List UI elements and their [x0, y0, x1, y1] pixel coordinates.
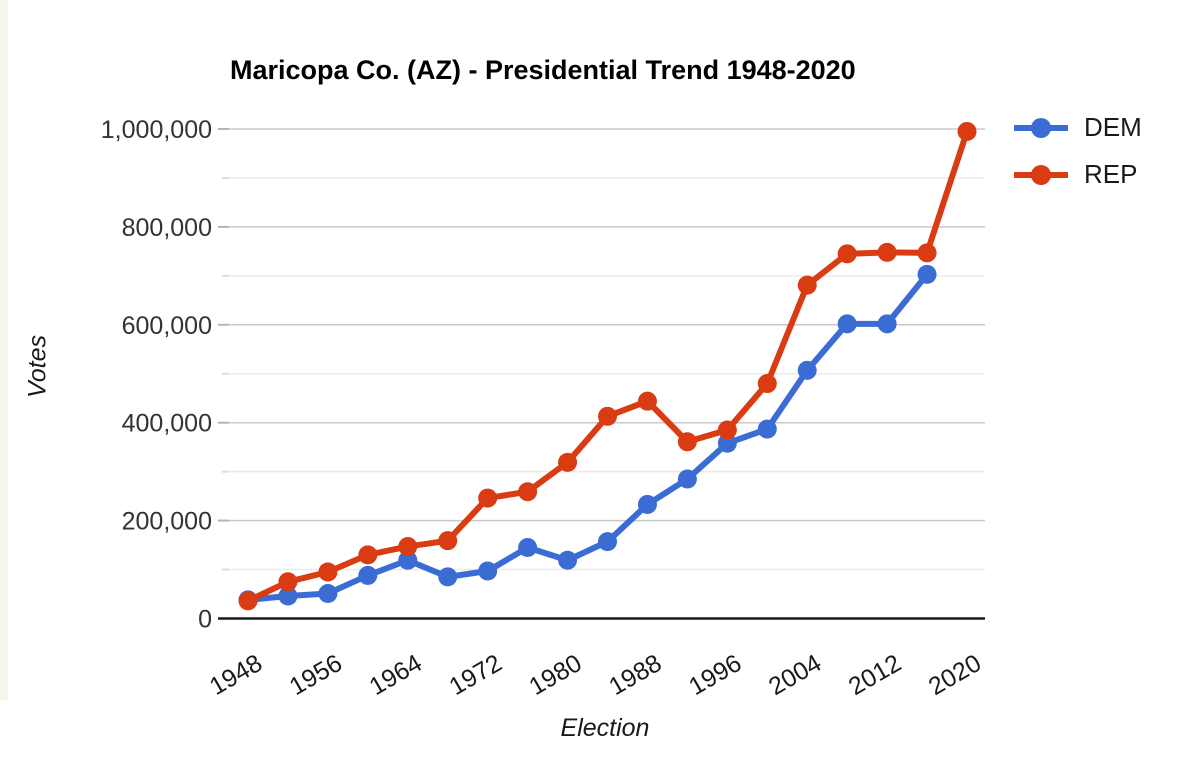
- rep-point: [438, 531, 458, 551]
- rep-point: [558, 452, 578, 472]
- chart-title: Maricopa Co. (AZ) - Presidential Trend 1…: [230, 55, 856, 85]
- dem-point: [558, 550, 578, 570]
- rep-line: [245, 128, 970, 604]
- y-axis-title: Votes: [23, 335, 52, 399]
- rep-point: [518, 482, 538, 502]
- y-tick-label: 400,000: [122, 410, 212, 438]
- dem-line-swatch: [1014, 117, 1068, 138]
- rep-point: [238, 591, 258, 611]
- x-tick-label: 2004: [764, 649, 826, 701]
- rep-line-swatch: [1014, 164, 1068, 185]
- rep-point: [318, 562, 338, 582]
- y-tick-label: 0: [198, 606, 212, 634]
- dem-point: [358, 565, 378, 585]
- x-tick-label: 1956: [285, 649, 347, 701]
- dem-point: [837, 314, 857, 334]
- rep-point: [358, 545, 378, 565]
- x-tick-label: 2012: [844, 649, 906, 701]
- y-tick-label: 200,000: [122, 508, 212, 536]
- rep-point: [398, 537, 418, 557]
- dem-point: [318, 584, 338, 604]
- legend-label-rep: REP: [1084, 159, 1138, 189]
- rep-point: [717, 420, 737, 440]
- dem-point: [478, 561, 498, 581]
- dem-point: [797, 360, 817, 380]
- dem-point: [278, 586, 298, 606]
- rep-point: [478, 488, 498, 508]
- x-tick-label: 1996: [684, 649, 746, 701]
- x-tick-label: 1948: [205, 649, 267, 701]
- x-tick-label: 1964: [365, 649, 427, 701]
- rep-point: [677, 432, 697, 452]
- x-tick-label: 1980: [524, 649, 586, 701]
- dem-point: [877, 314, 897, 334]
- y-tick-label: 1,000,000: [101, 116, 212, 144]
- x-tick-label: 1988: [604, 649, 666, 701]
- dem-point: [757, 419, 777, 439]
- x-tick-label: 1972: [444, 649, 506, 701]
- y-tick-label: 600,000: [122, 312, 212, 340]
- legend-item-rep[interactable]: REP: [1012, 159, 1142, 190]
- legend-label-dem: DEM: [1084, 112, 1142, 142]
- rep-point: [837, 244, 857, 264]
- dem-point: [717, 433, 737, 453]
- rep-point: [917, 243, 937, 263]
- dem-point: [637, 494, 657, 514]
- dem-point: [398, 550, 418, 570]
- screenshot-edge-strip: [0, 0, 8, 700]
- legend: DEM REP: [1012, 112, 1142, 190]
- dem-point: [677, 469, 697, 489]
- dem-point: [598, 532, 617, 552]
- rep-point: [797, 275, 817, 295]
- y-tick-label: 800,000: [122, 214, 212, 242]
- dem-point: [518, 538, 538, 558]
- rep-point: [757, 374, 777, 394]
- rep-point: [957, 121, 977, 141]
- dem-point: [438, 567, 458, 587]
- x-tick-label: 2020: [924, 649, 986, 701]
- rep-point: [877, 242, 897, 262]
- legend-item-dem[interactable]: DEM: [1012, 112, 1142, 143]
- rep-point: [637, 391, 657, 411]
- rep-point: [278, 572, 298, 592]
- x-axis-title: Election: [560, 714, 650, 742]
- rep-point: [598, 406, 617, 426]
- dem-point: [917, 264, 937, 284]
